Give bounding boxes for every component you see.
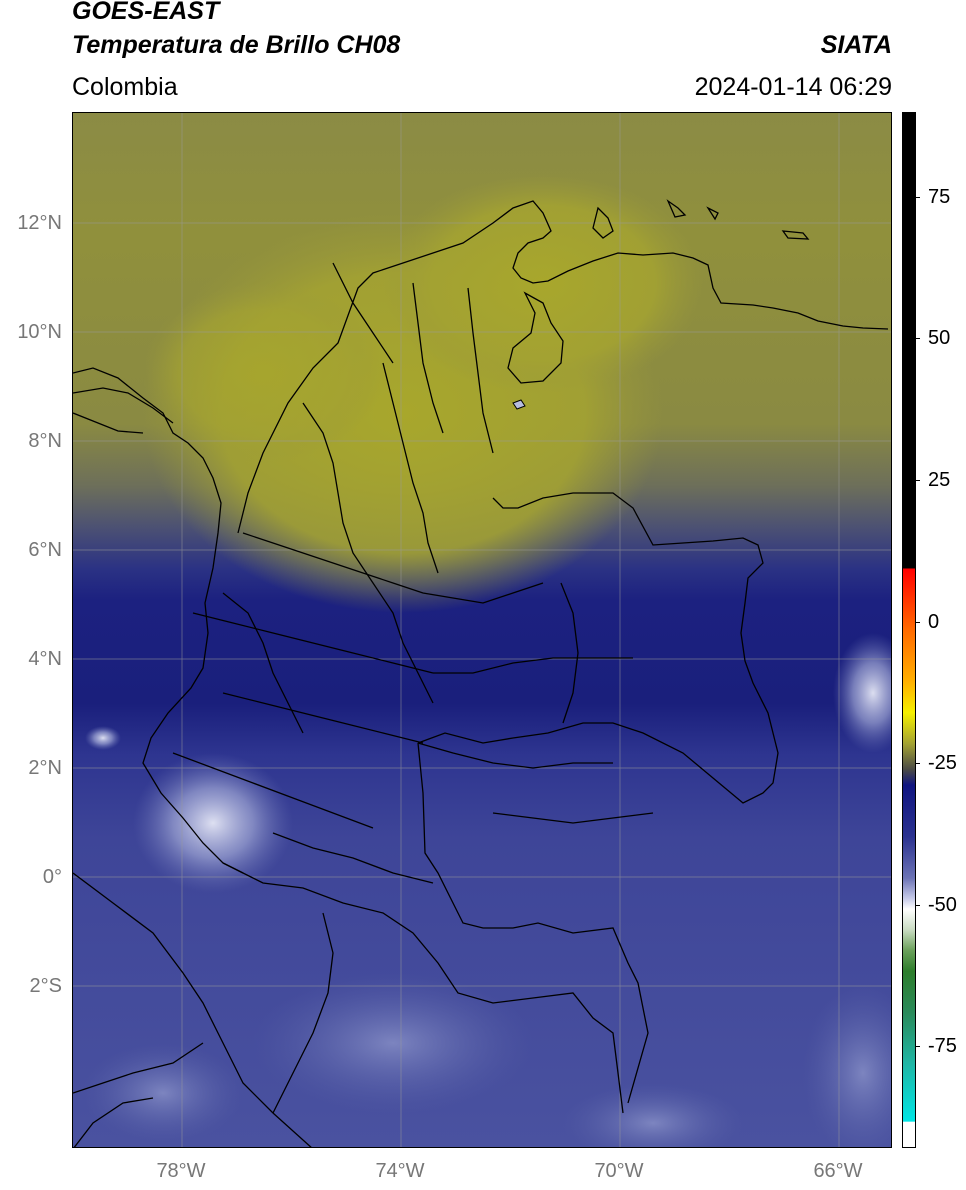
product-title: Temperatura de Brillo CH08 [72, 31, 401, 59]
lat-label-4n: 4°N [28, 648, 62, 670]
satellite-title: GOES-EAST [72, 0, 220, 25]
colorbar-tick [915, 338, 920, 340]
colorbar-tick [915, 763, 920, 765]
lat-label-2n: 2°N [28, 757, 62, 779]
region-label: Colombia [72, 73, 178, 101]
satellite-map [72, 112, 892, 1148]
source-label: SIATA [820, 31, 892, 59]
colorbar-gradient [903, 113, 915, 1147]
lon-label-70w: 70°W [594, 1160, 644, 1182]
colorbar-tick [915, 621, 920, 623]
borders [73, 199, 889, 1147]
lat-label-10n: 10°N [17, 321, 62, 343]
lat-label-0: 0° [42, 866, 62, 888]
lat-label-8n: 8°N [28, 430, 62, 452]
brightness-temperature-field [73, 113, 891, 1147]
colorbar-tick [915, 479, 920, 481]
lon-label-66w: 66°W [813, 1160, 863, 1182]
temperature-colorbar [902, 112, 916, 1148]
lat-label-2s: 2°S [29, 975, 62, 997]
colorbar-label: -75 [928, 1035, 957, 1058]
lon-label-78w: 78°W [156, 1160, 206, 1182]
colorbar-label: -25 [928, 752, 957, 775]
colorbar-label: 25 [928, 468, 951, 491]
colorbar-label: 50 [928, 327, 951, 350]
colorbar-tick [915, 904, 920, 906]
graticule [73, 113, 891, 1147]
lat-label-12n: 12°N [17, 212, 62, 234]
colorbar-tick [915, 196, 920, 198]
colorbar-label: 0 [928, 610, 940, 633]
colorbar-label: 75 [928, 185, 951, 208]
datetime-label: 2024-01-14 06:29 [694, 73, 892, 101]
lat-label-6n: 6°N [28, 539, 62, 561]
colorbar-label: -50 [928, 893, 957, 916]
lon-label-74w: 74°W [375, 1160, 425, 1182]
colorbar-tick [915, 1046, 920, 1048]
